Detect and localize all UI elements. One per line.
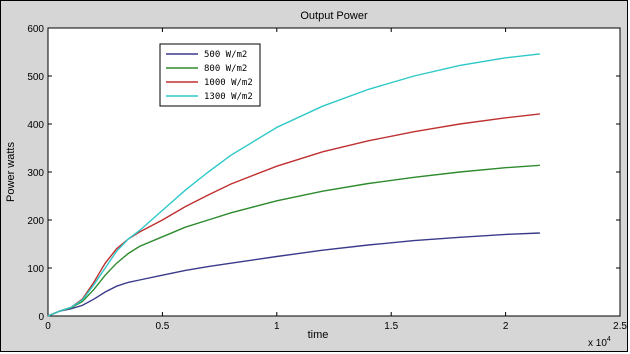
y-tick-label: 100 (27, 264, 44, 275)
y-tick-label: 400 (27, 120, 44, 131)
x-multiplier-exponent: 4 (607, 336, 611, 343)
y-tick-label: 600 (27, 24, 44, 35)
legend-label: 1300 W/m2 (204, 92, 253, 102)
x-axis-multiplier: x 104 (588, 336, 611, 349)
x-tick-label: 1 (274, 321, 280, 332)
x-tick-label: 2 (503, 321, 509, 332)
x-tick-label: 2.5 (613, 321, 627, 332)
chart-title: Output Power (300, 10, 368, 22)
legend: 500 W/m2 800 W/m2 1000 W/m2 1300 W/m2 (160, 44, 260, 106)
y-tick-label: 300 (27, 168, 44, 179)
y-tick-label: 500 (27, 72, 44, 83)
x-axis-label: time (308, 329, 329, 341)
x-tick-label: 0.5 (155, 321, 169, 332)
x-tick-label: 0 (45, 321, 51, 332)
legend-label: 500 W/m2 (204, 50, 247, 60)
x-tick-label: 1.5 (384, 321, 398, 332)
y-tick-label: 0 (38, 312, 44, 323)
y-tick-label: 200 (27, 216, 44, 227)
legend-label: 800 W/m2 (204, 64, 247, 74)
x-multiplier-base: x 10 (588, 338, 607, 349)
y-axis-label: Power watts (5, 142, 17, 202)
legend-label: 1000 W/m2 (204, 78, 253, 88)
plot-area (48, 28, 620, 316)
